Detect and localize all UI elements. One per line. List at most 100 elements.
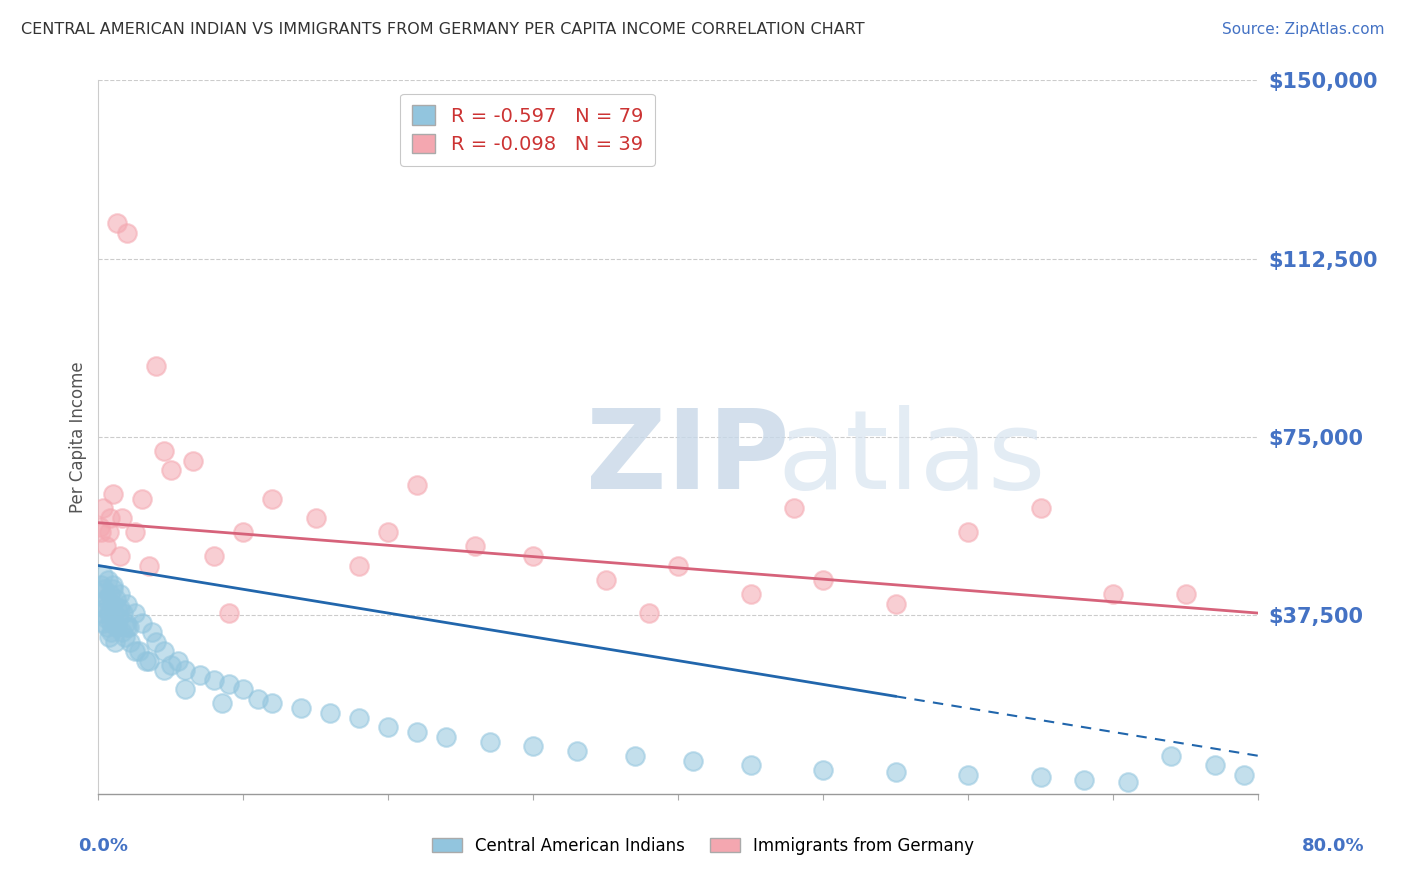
Point bbox=[813, 763, 835, 777]
Point bbox=[124, 644, 146, 658]
Point bbox=[117, 597, 139, 611]
Point bbox=[145, 634, 167, 648]
Point bbox=[124, 525, 146, 540]
Point bbox=[522, 549, 544, 563]
Point bbox=[91, 501, 114, 516]
Point bbox=[90, 525, 112, 540]
Point bbox=[97, 525, 120, 540]
Point bbox=[91, 568, 114, 582]
Point bbox=[115, 615, 138, 630]
Point bbox=[1029, 501, 1052, 516]
Point bbox=[131, 491, 153, 506]
Point bbox=[90, 606, 112, 620]
Point bbox=[105, 601, 128, 615]
Point bbox=[349, 711, 371, 725]
Point bbox=[104, 591, 127, 606]
Text: ZIP: ZIP bbox=[585, 405, 789, 512]
Point bbox=[1174, 587, 1197, 601]
Point bbox=[478, 734, 501, 748]
Point bbox=[565, 744, 588, 758]
Point bbox=[1204, 758, 1226, 772]
Point bbox=[97, 606, 120, 620]
Point bbox=[1029, 770, 1052, 784]
Point bbox=[377, 525, 399, 540]
Point bbox=[167, 654, 190, 668]
Legend: Central American Indians, Immigrants from Germany: Central American Indians, Immigrants fro… bbox=[425, 830, 981, 862]
Point bbox=[152, 644, 174, 658]
Point bbox=[100, 615, 122, 630]
Text: CENTRAL AMERICAN INDIAN VS IMMIGRANTS FROM GERMANY PER CAPITA INCOME CORRELATION: CENTRAL AMERICAN INDIAN VS IMMIGRANTS FR… bbox=[21, 22, 865, 37]
Point bbox=[89, 520, 111, 534]
Point bbox=[94, 601, 117, 615]
Point bbox=[624, 748, 647, 763]
Text: Source: ZipAtlas.com: Source: ZipAtlas.com bbox=[1222, 22, 1385, 37]
Point bbox=[93, 582, 115, 597]
Point bbox=[135, 654, 157, 668]
Point bbox=[406, 477, 429, 491]
Point bbox=[740, 758, 762, 772]
Point bbox=[740, 587, 762, 601]
Y-axis label: Per Capita Income: Per Capita Income bbox=[69, 361, 87, 513]
Point bbox=[262, 491, 284, 506]
Point bbox=[1160, 748, 1182, 763]
Point bbox=[783, 501, 806, 516]
Point bbox=[246, 691, 269, 706]
Point bbox=[464, 540, 486, 554]
Point bbox=[118, 620, 141, 634]
Point bbox=[112, 606, 135, 620]
Point bbox=[131, 615, 153, 630]
Point bbox=[105, 620, 128, 634]
Point bbox=[128, 644, 150, 658]
Point bbox=[682, 754, 704, 768]
Point bbox=[232, 525, 254, 540]
Point bbox=[884, 765, 907, 780]
Legend: R = -0.597   N = 79, R = -0.098   N = 39: R = -0.597 N = 79, R = -0.098 N = 39 bbox=[401, 94, 655, 166]
Point bbox=[152, 663, 174, 677]
Point bbox=[1102, 587, 1125, 601]
Point bbox=[1233, 768, 1256, 782]
Point bbox=[124, 606, 146, 620]
Point bbox=[204, 673, 226, 687]
Point bbox=[101, 577, 124, 591]
Point bbox=[108, 587, 131, 601]
Point bbox=[145, 359, 167, 373]
Point bbox=[108, 549, 131, 563]
Point bbox=[204, 549, 226, 563]
Point bbox=[181, 454, 204, 468]
Point bbox=[105, 216, 128, 230]
Point bbox=[138, 558, 160, 573]
Point bbox=[218, 606, 240, 620]
Point bbox=[98, 587, 121, 601]
Point bbox=[111, 625, 132, 640]
Point bbox=[97, 573, 120, 587]
Point bbox=[211, 697, 233, 711]
Point bbox=[232, 682, 254, 697]
Point bbox=[218, 677, 240, 691]
Point bbox=[666, 558, 689, 573]
Point bbox=[188, 668, 211, 682]
Point bbox=[93, 615, 115, 630]
Point bbox=[91, 597, 114, 611]
Point bbox=[595, 573, 617, 587]
Point bbox=[1116, 775, 1139, 789]
Point bbox=[103, 606, 125, 620]
Point bbox=[101, 582, 124, 597]
Point bbox=[957, 768, 980, 782]
Point bbox=[96, 620, 118, 634]
Text: 80.0%: 80.0% bbox=[1302, 837, 1364, 855]
Point bbox=[108, 601, 131, 615]
Point bbox=[98, 511, 121, 525]
Point bbox=[160, 658, 183, 673]
Point bbox=[94, 540, 117, 554]
Point bbox=[104, 634, 127, 648]
Point bbox=[94, 591, 117, 606]
Point bbox=[98, 630, 121, 644]
Point bbox=[1073, 772, 1095, 787]
Point bbox=[305, 511, 328, 525]
Point bbox=[319, 706, 342, 720]
Point bbox=[406, 725, 429, 739]
Point bbox=[117, 226, 139, 240]
Point bbox=[638, 606, 661, 620]
Point bbox=[96, 611, 118, 625]
Point bbox=[101, 487, 124, 501]
